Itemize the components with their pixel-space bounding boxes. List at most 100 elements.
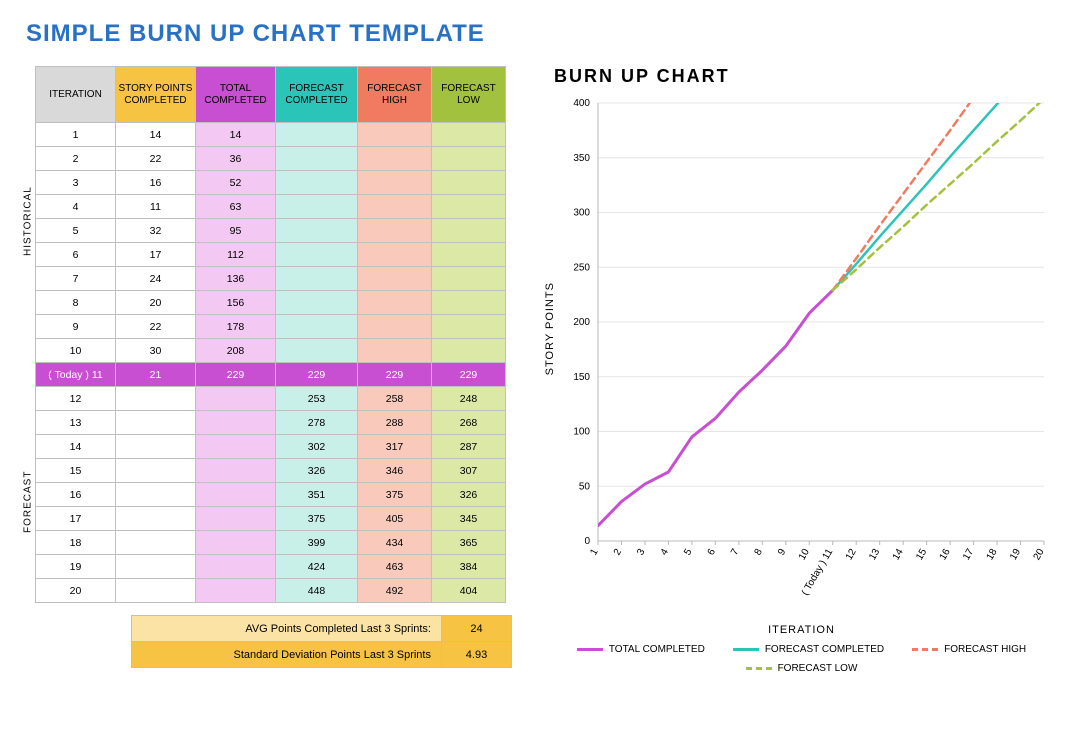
table-cell (358, 267, 432, 291)
svg-text:18: 18 (985, 547, 1000, 563)
legend-label: FORECAST LOW (778, 663, 858, 674)
table-cell (432, 291, 506, 315)
table-cell: 463 (358, 555, 432, 579)
svg-text:100: 100 (573, 427, 590, 438)
table-cell (196, 387, 276, 411)
table-cell: 17 (36, 507, 116, 531)
legend-item: FORECAST HIGH (912, 644, 1026, 655)
chart-ylabel: STORY POINTS (544, 282, 556, 375)
legend-swatch (733, 648, 759, 651)
stats-block: AVG Points Completed Last 3 Sprints:24St… (131, 615, 512, 668)
table-cell: 229 (432, 363, 506, 387)
table-cell: 2 (36, 147, 116, 171)
table-row: 16351375326 (36, 483, 506, 507)
table-cell (196, 531, 276, 555)
table-cell (432, 171, 506, 195)
table-row: 15326346307 (36, 459, 506, 483)
table-cell (116, 555, 196, 579)
table-cell (276, 267, 358, 291)
chart-title: BURN UP CHART (554, 66, 1061, 87)
table-cell: 18 (36, 531, 116, 555)
table-cell (196, 435, 276, 459)
table-cell (432, 339, 506, 363)
table-cell (358, 171, 432, 195)
svg-text:8: 8 (753, 547, 766, 558)
table-cell: 24 (116, 267, 196, 291)
table-cell (358, 315, 432, 339)
legend-label: FORECAST HIGH (944, 644, 1026, 655)
table-cell: 307 (432, 459, 506, 483)
table-cell: 208 (196, 339, 276, 363)
svg-text:13: 13 (867, 547, 882, 563)
table-cell: 258 (358, 387, 432, 411)
table-cell (276, 171, 358, 195)
svg-text:16: 16 (938, 547, 953, 563)
side-label-historical: HISTORICAL (20, 66, 36, 376)
table-cell: 136 (196, 267, 276, 291)
svg-text:10: 10 (797, 547, 812, 563)
table-cell (432, 243, 506, 267)
table-cell (358, 339, 432, 363)
table-cell: 326 (432, 483, 506, 507)
svg-text:14: 14 (891, 547, 906, 563)
chart-xlabel: ITERATION (542, 624, 1061, 636)
table-cell: 20 (36, 579, 116, 603)
table-cell (276, 219, 358, 243)
chart-box: STORY POINTS 050100150200250300350400123… (542, 95, 1061, 674)
table-row: 17 375405345 (36, 507, 506, 531)
table-row: 724136 (36, 267, 506, 291)
table-cell (276, 315, 358, 339)
table-cell: 448 (276, 579, 358, 603)
table-cell: 288 (358, 411, 432, 435)
table-cell: 12 (36, 387, 116, 411)
table-cell (116, 435, 196, 459)
table-cell (432, 315, 506, 339)
col-header: STORY POINTS COMPLETED (116, 67, 196, 123)
burn-table: ITERATIONSTORY POINTS COMPLETEDTOTAL COM… (35, 66, 506, 603)
legend-label: TOTAL COMPLETED (609, 644, 705, 655)
table-row: 41163 (36, 195, 506, 219)
table-cell: 4 (36, 195, 116, 219)
table-cell: ( Today ) 11 (36, 363, 116, 387)
table-cell: 317 (358, 435, 432, 459)
table-cell: 229 (276, 363, 358, 387)
svg-text:19: 19 (1008, 547, 1023, 563)
table-cell: 229 (196, 363, 276, 387)
table-cell: 268 (432, 411, 506, 435)
legend-swatch (746, 667, 772, 670)
table-cell (358, 147, 432, 171)
table-cell: 16 (36, 483, 116, 507)
table-cell (276, 243, 358, 267)
svg-text:2: 2 (612, 547, 625, 558)
side-labels: HISTORICAL FORECAST (20, 66, 36, 628)
table-cell (358, 195, 432, 219)
table-cell: 112 (196, 243, 276, 267)
col-header: ITERATION (36, 67, 116, 123)
svg-text:250: 250 (573, 262, 590, 273)
left-column: HISTORICAL FORECAST ITERATIONSTORY POINT… (20, 66, 512, 674)
table-row: 617112 (36, 243, 506, 267)
svg-text:5: 5 (682, 547, 695, 558)
table-cell: 22 (116, 147, 196, 171)
table-cell (276, 291, 358, 315)
svg-text:3: 3 (635, 547, 648, 558)
legend-label: FORECAST COMPLETED (765, 644, 884, 655)
table-cell: 345 (432, 507, 506, 531)
table-cell: 14 (116, 123, 196, 147)
table-cell: 492 (358, 579, 432, 603)
table-cell (116, 459, 196, 483)
page-title: SIMPLE BURN UP CHART TEMPLATE (26, 20, 1061, 48)
table-cell: 19 (36, 555, 116, 579)
svg-text:7: 7 (729, 547, 742, 558)
table-cell: 21 (116, 363, 196, 387)
table-cell: 11 (116, 195, 196, 219)
table-cell (432, 123, 506, 147)
table-cell: 5 (36, 219, 116, 243)
table-cell: 405 (358, 507, 432, 531)
table-cell (276, 195, 358, 219)
table-cell (116, 579, 196, 603)
svg-text:20: 20 (1032, 547, 1047, 563)
table-cell: 15 (36, 459, 116, 483)
table-cell: 375 (276, 507, 358, 531)
svg-text:200: 200 (573, 317, 590, 328)
